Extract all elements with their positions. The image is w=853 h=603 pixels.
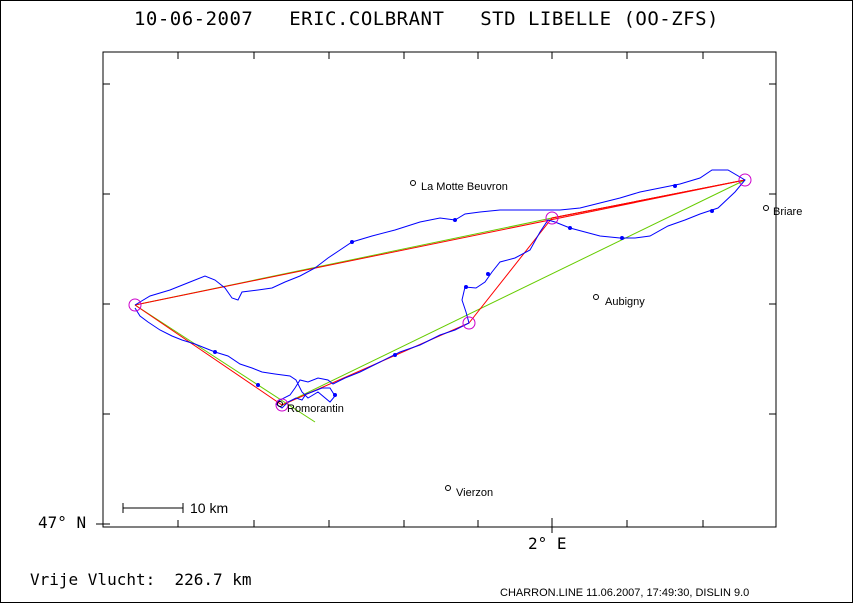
town-marker-icon — [763, 205, 769, 211]
map-title: 10-06-2007 ERIC.COLBRANT STD LIBELLE (OO… — [133, 8, 719, 30]
scale-bar-label: 10 km — [190, 500, 229, 516]
turnpoint-5 — [275, 398, 289, 412]
top-ticks — [177, 52, 704, 59]
left-ticks — [96, 83, 110, 525]
town-label: Romorantin — [287, 403, 344, 415]
turnpoint-4 — [462, 316, 476, 330]
footer-credit: CHARRON.LINE 11.06.2007, 17:49:30, DISLI… — [500, 587, 750, 599]
town-label: Aubigny — [605, 296, 645, 308]
track-markers — [213, 184, 714, 397]
town-la-motte-beuvron: La Motte Beuvron — [410, 180, 508, 193]
town-briare: Briare — [763, 205, 802, 218]
latitude-axis-label: 47° N — [38, 513, 87, 532]
turnpoint-3 — [738, 173, 752, 187]
town-label: Vierzon — [456, 487, 493, 499]
right-ticks — [769, 83, 776, 415]
town-romorantin: Romorantin — [277, 401, 344, 415]
town-aubigny: Aubigny — [593, 294, 645, 308]
turnpoints — [128, 173, 752, 412]
gps-track — [134, 169, 746, 409]
map-border — [102, 51, 777, 528]
town-marker-icon — [410, 180, 416, 186]
town-marker-icon — [445, 485, 451, 491]
turnpoint-2 — [545, 211, 559, 225]
flight-distance: Vrije Vlucht: 226.7 km — [30, 570, 252, 589]
bottom-ticks — [177, 518, 704, 533]
secondary-task-lines — [134, 179, 746, 423]
task-lines — [134, 179, 746, 406]
turnpoint-start — [128, 298, 142, 312]
town-vierzon: Vierzon — [445, 485, 493, 499]
longitude-axis-label: 2° E — [528, 534, 567, 553]
town-marker-icon — [593, 294, 599, 300]
town-label: Briare — [773, 206, 802, 218]
town-label: La Motte Beuvron — [421, 181, 508, 193]
scale-bar — [122, 503, 184, 513]
town-marker-icon — [277, 401, 283, 407]
